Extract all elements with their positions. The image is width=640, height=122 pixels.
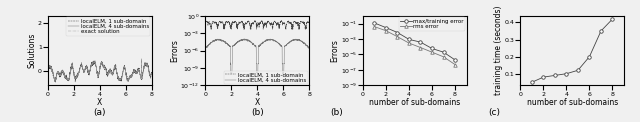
localELM, 4 sub-domains: [212, 39, 220, 40]
Y-axis label: Errors: Errors: [170, 39, 179, 62]
localELM, 1 sub-domain: [244, 21, 252, 22]
localELM, 1 sub-domain: [258, 20, 266, 21]
exact solution: [125, 78, 132, 79]
localELM, 1 sub-domain: [247, 23, 255, 24]
X-axis label: number of sub-domains: number of sub-domains: [369, 98, 460, 107]
Text: (a): (a): [93, 108, 106, 117]
max/training error: [371, 22, 378, 24]
Line: exact solution: exact solution: [48, 19, 152, 80]
localELM, 1 sub-domain: [125, 77, 132, 79]
max/training error: [451, 59, 459, 61]
rms error: [417, 47, 424, 48]
Legend: localELM, 1 sub-domain, localELM, 4 sub-domains: localELM, 1 sub-domain, localELM, 4 sub-…: [223, 71, 308, 84]
Y-axis label: Solutions: Solutions: [28, 33, 36, 68]
Line: rms error: rms error: [372, 25, 457, 66]
localELM, 1 sub-domain: [52, 81, 60, 83]
exact solution: [55, 72, 63, 74]
rms error: [394, 36, 401, 37]
localELM, 1 sub-domain: [86, 69, 94, 70]
Y-axis label: training time (seconds): training time (seconds): [494, 6, 503, 95]
localELM, 1 sub-domain: [44, 20, 52, 22]
localELM, 4 sub-domains: [125, 79, 132, 80]
localELM, 4 sub-domains: [86, 70, 94, 72]
X-axis label: X: X: [255, 98, 260, 107]
Line: localELM, 1 sub-domain: localELM, 1 sub-domain: [205, 21, 309, 29]
localELM, 1 sub-domain: [207, 28, 215, 30]
localELM, 1 sub-domain: [305, 22, 313, 23]
max/training error: [417, 41, 424, 43]
localELM, 4 sub-domains: [127, 75, 134, 76]
localELM, 4 sub-domains: [51, 81, 58, 82]
localELM, 4 sub-domains: [244, 39, 252, 41]
max/training error: [394, 32, 401, 33]
exact solution: [127, 76, 134, 77]
localELM, 1 sub-domain: [148, 71, 156, 73]
rms error: [451, 64, 459, 65]
localELM, 4 sub-domains: [202, 48, 209, 49]
rms error: [405, 42, 413, 44]
localELM, 4 sub-domains: [241, 38, 249, 40]
localELM, 4 sub-domains: [55, 73, 63, 74]
Line: localELM, 4 sub-domains: localELM, 4 sub-domains: [48, 25, 152, 81]
localELM, 1 sub-domain: [202, 23, 209, 24]
rms error: [428, 51, 436, 53]
Text: (c): (c): [488, 108, 500, 117]
localELM, 4 sub-domains: [283, 44, 291, 46]
localELM, 4 sub-domains: [248, 42, 255, 43]
max/training error: [440, 51, 447, 53]
exact solution: [86, 70, 93, 72]
rms error: [382, 30, 390, 31]
exact solution: [44, 18, 52, 20]
exact solution: [90, 62, 97, 63]
localELM, 4 sub-domains: [44, 25, 52, 26]
exact solution: [148, 72, 156, 73]
localELM, 4 sub-domains: [305, 47, 313, 48]
localELM, 4 sub-domains: [148, 73, 156, 74]
exact solution: [124, 80, 131, 81]
exact solution: [115, 78, 123, 80]
localELM, 1 sub-domain: [212, 21, 220, 23]
localELM, 4 sub-domains: [273, 41, 281, 42]
Legend: max/training error, rms error: max/training error, rms error: [399, 17, 465, 31]
localELM, 4 sub-domains: [115, 78, 123, 80]
rms error: [440, 56, 447, 58]
X-axis label: X: X: [97, 98, 102, 107]
max/training error: [382, 27, 390, 28]
max/training error: [405, 39, 413, 40]
localELM, 1 sub-domain: [90, 62, 97, 63]
Text: (b): (b): [331, 108, 344, 117]
localELM, 4 sub-domains: [227, 73, 235, 75]
localELM, 1 sub-domain: [273, 22, 281, 24]
Line: localELM, 4 sub-domains: localELM, 4 sub-domains: [205, 39, 309, 74]
localELM, 1 sub-domain: [55, 74, 63, 75]
localELM, 4 sub-domains: [285, 43, 292, 44]
localELM, 1 sub-domain: [285, 21, 292, 22]
Text: (b): (b): [251, 108, 264, 117]
Legend: localELM, 1 sub-domain, localELM, 4 sub-domains, exact solution: localELM, 1 sub-domain, localELM, 4 sub-…: [66, 17, 150, 36]
localELM, 1 sub-domain: [127, 76, 134, 77]
X-axis label: number of sub-domains: number of sub-domains: [527, 98, 618, 107]
localELM, 4 sub-domains: [90, 61, 97, 62]
max/training error: [428, 48, 436, 49]
localELM, 1 sub-domain: [115, 79, 123, 80]
Line: localELM, 1 sub-domain: localELM, 1 sub-domain: [48, 21, 152, 82]
localELM, 1 sub-domain: [283, 25, 291, 26]
Y-axis label: Errors: Errors: [330, 39, 339, 62]
Line: max/training error: max/training error: [372, 21, 457, 62]
rms error: [371, 26, 378, 27]
